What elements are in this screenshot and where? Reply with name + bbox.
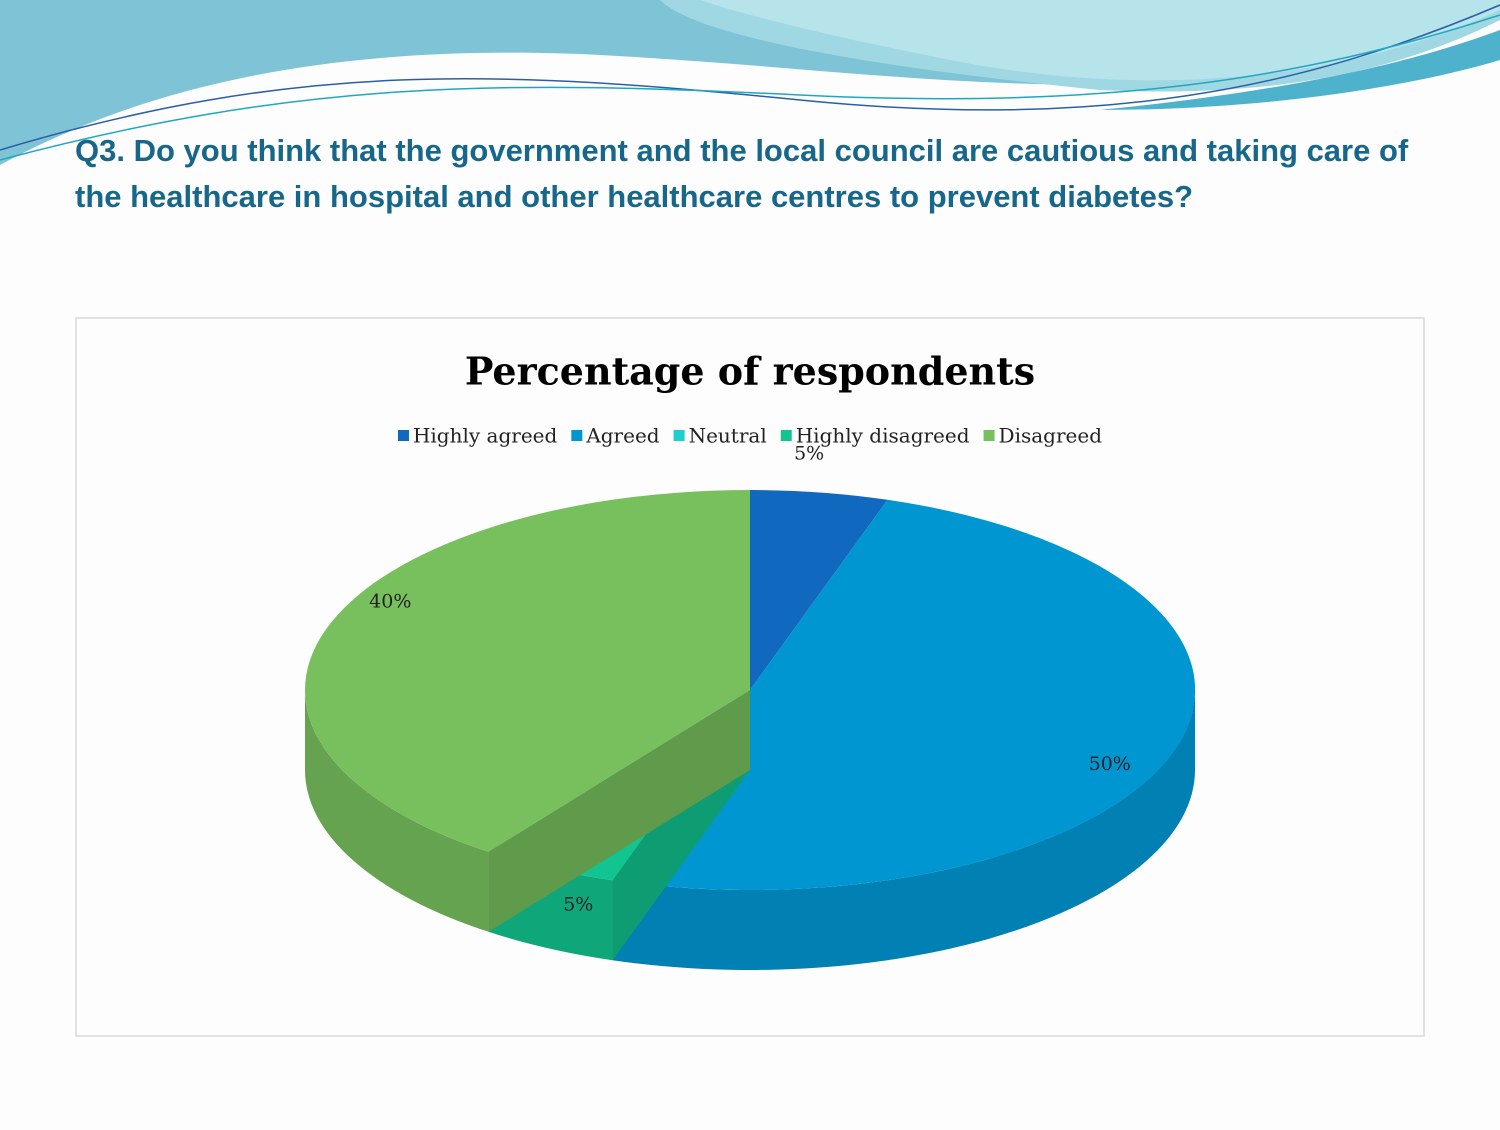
- legend-label: Agreed: [585, 424, 659, 448]
- legend-swatch: [397, 430, 409, 441]
- pie-slice: [750, 490, 888, 690]
- legend-label: Disagreed: [999, 424, 1103, 448]
- heading-box: Q3. Do you think that the government and…: [75, 133, 1409, 214]
- legend-item: Highly disagreed: [780, 424, 970, 448]
- slice-edge: [488, 690, 750, 932]
- legend-swatch: [983, 430, 995, 441]
- legend-swatch: [780, 430, 792, 441]
- slice-top: [612, 499, 1196, 891]
- legend-swatch: [673, 430, 685, 441]
- legend-label: Highly disagreed: [796, 424, 970, 448]
- legend: Highly agreed Agreed Neutral Highly disagre…: [397, 424, 1103, 448]
- slice-side: [305, 690, 489, 932]
- pie-slice: [305, 490, 750, 932]
- data-label: 50%: [1089, 753, 1131, 775]
- pie-slice: [612, 499, 1196, 970]
- legend-label: Neutral: [689, 424, 767, 448]
- data-label: 5%: [563, 894, 593, 916]
- data-label: 40%: [369, 591, 411, 613]
- pie: 5% 50% 5% 40%: [305, 443, 1196, 970]
- slide-heading: Q3. Do you think that the government and…: [75, 133, 1409, 214]
- data-label: 5%: [794, 443, 824, 465]
- legend-label: Highly agreed: [413, 424, 558, 448]
- legend-swatch: [571, 430, 583, 441]
- legend-item: Agreed: [571, 424, 660, 448]
- header-waves: [0, 0, 1500, 165]
- legend-item: Disagreed: [983, 424, 1103, 448]
- slice-top: [305, 490, 750, 852]
- slice-side: [612, 690, 1195, 970]
- slice-top: [750, 490, 888, 690]
- legend-item: Neutral: [673, 424, 767, 448]
- chart-title: Percentage of respondents: [465, 349, 1035, 394]
- legend-item: Highly agreed: [397, 424, 558, 448]
